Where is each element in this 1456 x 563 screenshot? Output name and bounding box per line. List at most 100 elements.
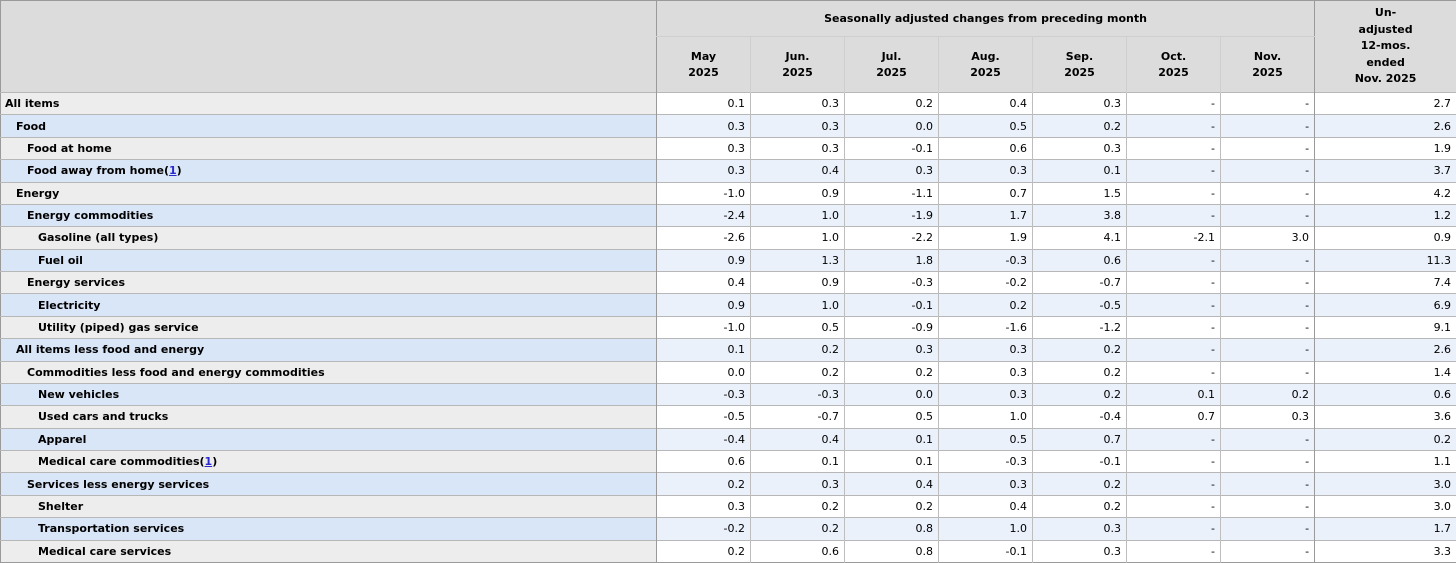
value-cell: -0.4: [656, 427, 751, 451]
row-label: Electricity: [0, 293, 657, 317]
row-label-text: All items: [5, 97, 60, 111]
value-cell: 0.6: [1314, 382, 1456, 406]
value-cell: 3.3: [1314, 539, 1456, 563]
value-cell: 0.1: [656, 91, 751, 115]
value-cell: 0.9: [750, 181, 845, 205]
value-cell: 0.1: [750, 449, 845, 473]
table-row: All items 0.1 0.3 0.2 0.4 0.3- -2.7: [0, 91, 1456, 115]
row-label-text: Energy commodities: [27, 209, 154, 223]
row-label: Food at home: [0, 136, 657, 160]
value-cell: -0.7: [750, 405, 845, 429]
value-cell: 0.5: [750, 315, 845, 339]
value-cell: -: [1219, 270, 1315, 294]
value-cell: 0.5: [844, 405, 939, 429]
value-cell: 0.3: [938, 382, 1033, 406]
table-row: Energy -1.0 0.9 -1.1 0.7 1.5- -4.2: [0, 181, 1456, 205]
value-cell: -: [1126, 338, 1221, 361]
value-cell: 1.9: [938, 226, 1033, 250]
value-cell: -1.9: [844, 203, 939, 227]
value-cell: -: [1126, 114, 1221, 138]
value-cell: 0.2: [1032, 114, 1127, 138]
value-cell: -: [1219, 315, 1315, 339]
value-cell: -0.9: [844, 315, 939, 339]
value-cell: -: [1219, 539, 1315, 563]
table-row: Commodities less food and energy commodi…: [0, 360, 1456, 384]
table-row: Apparel -0.4 0.4 0.1 0.5 0.7- -0.2: [0, 427, 1456, 451]
table-row: Utility (piped) gas service -1.0 0.5 -0.9 -1…: [0, 315, 1456, 339]
month-header: Oct. 2025: [1126, 36, 1221, 93]
value-cell: -: [1219, 494, 1315, 518]
footnote-link[interactable]: 1: [204, 455, 213, 469]
value-cell: 0.3: [656, 159, 751, 182]
value-cell: 3.0: [1219, 226, 1315, 250]
value-cell: -1.1: [844, 181, 939, 205]
value-cell: -0.7: [1032, 270, 1127, 294]
value-cell: 1.7: [938, 203, 1033, 227]
row-label: Used cars and trucks: [0, 405, 657, 429]
value-cell: 0.6: [1032, 248, 1127, 272]
value-cell: 7.4: [1314, 270, 1456, 294]
value-cell: 3.6: [1314, 405, 1456, 429]
value-cell: 0.3: [750, 91, 845, 115]
value-cell: 0.2: [1032, 494, 1127, 518]
table-row: Shelter 0.3 0.2 0.2 0.4 0.2- -3.0: [0, 494, 1456, 518]
value-cell: 2.6: [1314, 114, 1456, 138]
value-cell: 0.2: [844, 494, 939, 518]
row-label-text: Food: [16, 119, 47, 133]
value-cell: 0.3: [844, 338, 939, 361]
value-cell: 0.2: [1314, 427, 1456, 451]
row-label: Food away from home(1): [0, 159, 657, 182]
value-cell: -2.6: [656, 226, 751, 250]
row-label-text: Used cars and trucks: [38, 410, 169, 424]
value-cell: 0.1: [1126, 382, 1221, 406]
value-cell: 0.3: [938, 360, 1033, 384]
value-cell: 0.2: [750, 360, 845, 384]
value-cell: -: [1126, 181, 1221, 205]
value-cell: 1.8: [844, 248, 939, 272]
unadjusted-12mo-header: Un- adjusted 12-mos. ended Nov. 2025: [1314, 0, 1456, 93]
value-cell: -: [1219, 203, 1315, 227]
row-label-text: Medical care commodities: [38, 455, 200, 469]
stub-header-cell: [0, 0, 657, 93]
value-cell: 0.7: [1032, 427, 1127, 451]
table-row: Food away from home(1) 0.3 0.4 0.3 0.3 0.1- -3…: [0, 159, 1456, 182]
value-cell: 0.3: [750, 472, 845, 496]
row-label: Medical care commodities(1): [0, 449, 657, 473]
row-label: All items less food and energy: [0, 338, 657, 361]
value-cell: 1.3: [750, 248, 845, 272]
value-cell: 0.3: [750, 136, 845, 160]
value-cell: 0.2: [1032, 360, 1127, 384]
row-label: All items: [0, 91, 657, 115]
month-header: Sep. 2025: [1032, 36, 1127, 93]
value-cell: -0.3: [750, 382, 845, 406]
value-cell: 0.4: [844, 472, 939, 496]
value-cell: 6.9: [1314, 293, 1456, 317]
value-cell: 1.0: [938, 405, 1033, 429]
row-label-text: Food away from home: [27, 164, 164, 178]
row-label: Food: [0, 114, 657, 138]
footnote-link[interactable]: 1: [168, 164, 177, 178]
value-cell: -: [1219, 159, 1315, 182]
row-label-text: Energy services: [27, 276, 126, 290]
value-cell: 0.1: [844, 449, 939, 473]
row-label: Commodities less food and energy commodi…: [0, 360, 657, 384]
table-row: All items less food and energy 0.1 0.2 0.3 0…: [0, 338, 1456, 361]
value-cell: -: [1126, 539, 1221, 563]
value-cell: -0.2: [938, 270, 1033, 294]
value-cell: -0.1: [938, 539, 1033, 563]
table-row: New vehicles -0.3 -0.3 0.0 0.3 0.2 0.1 0.2 0.6: [0, 382, 1456, 406]
value-cell: -0.2: [656, 517, 751, 540]
value-cell: 0.6: [938, 136, 1033, 160]
month-header: Jul. 2025: [844, 36, 939, 93]
value-cell: 0.7: [1126, 405, 1221, 429]
value-cell: 0.5: [938, 114, 1033, 138]
value-cell: 0.4: [750, 159, 845, 182]
value-cell: 0.7: [938, 181, 1033, 205]
value-cell: 1.0: [750, 293, 845, 317]
value-cell: 0.1: [656, 338, 751, 361]
value-cell: 0.3: [938, 159, 1033, 182]
row-label: Medical care services: [0, 539, 657, 563]
row-label: Fuel oil: [0, 248, 657, 272]
value-cell: -1.0: [656, 181, 751, 205]
value-cell: 11.3: [1314, 248, 1456, 272]
